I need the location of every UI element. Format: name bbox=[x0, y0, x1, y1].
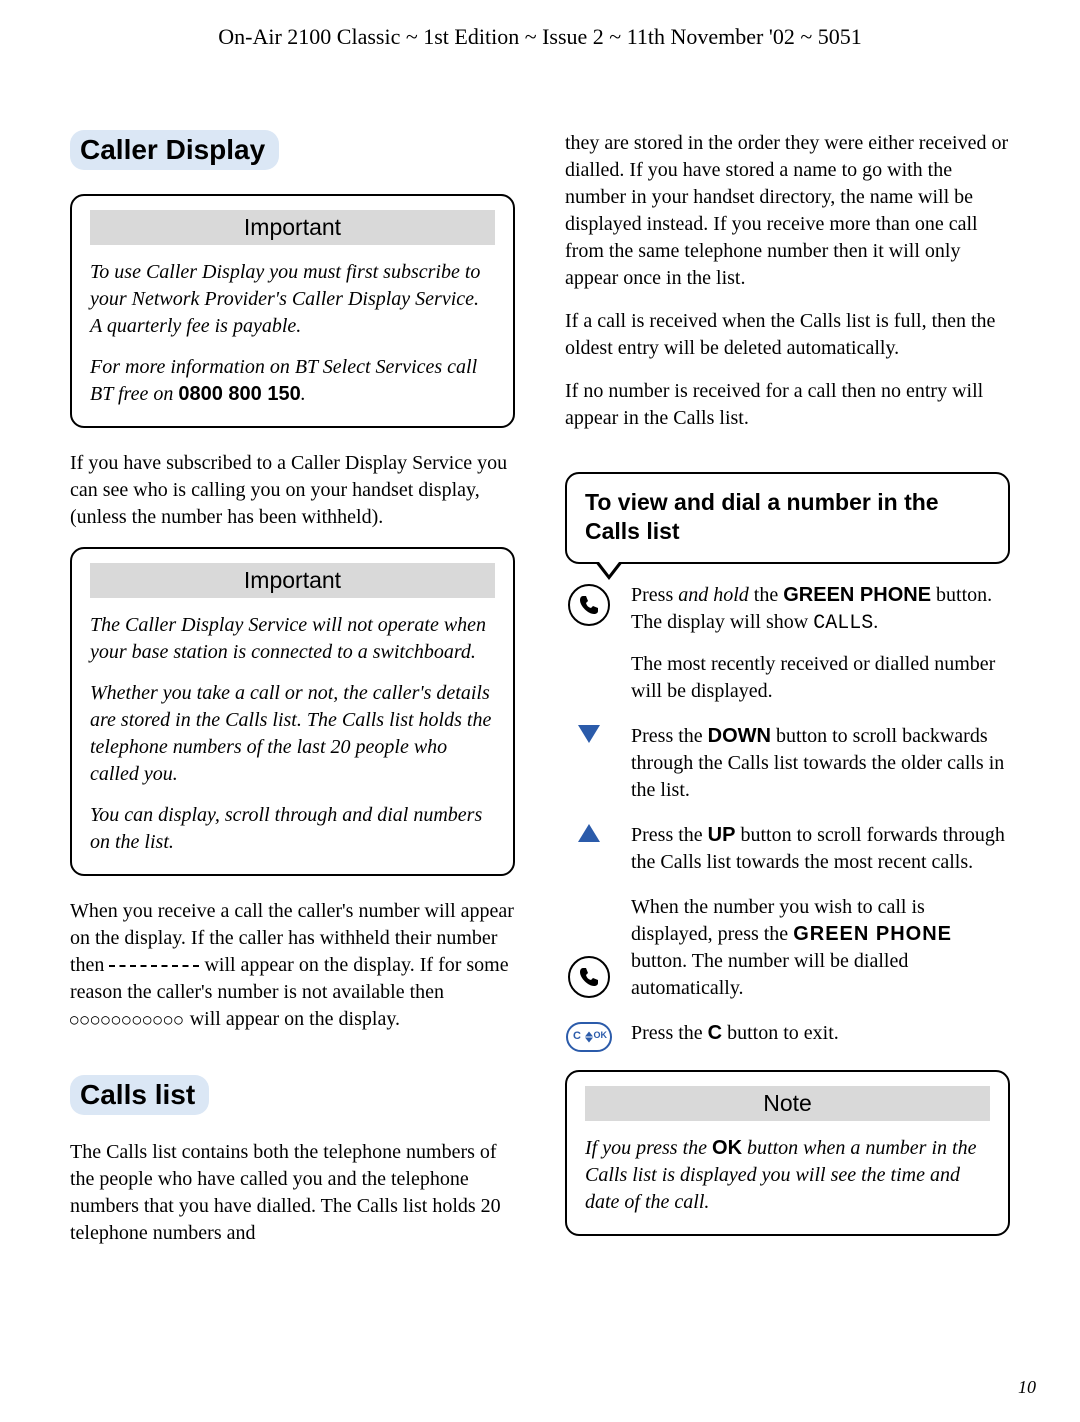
left-para2-b: will appear on the display. If for some … bbox=[70, 954, 509, 1003]
step-up-text: Press the UP button to scroll forwards t… bbox=[631, 822, 1010, 876]
heading-caller-display: Caller Display bbox=[70, 130, 279, 170]
important2-p3: You can display, scroll through and dial… bbox=[90, 802, 495, 856]
important2-p1: The Caller Display Service will not oper… bbox=[90, 612, 495, 666]
page-number: 10 bbox=[1018, 1377, 1036, 1398]
right-para3: If no number is received for a call then… bbox=[565, 378, 1010, 432]
note-para: If you press the OK button when a number… bbox=[585, 1135, 990, 1216]
right-column: they are stored in the order they were e… bbox=[565, 130, 1010, 1263]
s1d: GREEN PHONE bbox=[783, 584, 931, 606]
instruction-title: To view and dial a number in the Calls l… bbox=[585, 488, 990, 546]
up-arrow-icon bbox=[565, 822, 613, 842]
s1g: . bbox=[873, 611, 878, 633]
unavailable-circles-icon: ○○○○○○○○○○○ bbox=[70, 1012, 185, 1028]
note-title: Note bbox=[585, 1086, 990, 1121]
step-exit: Press the C button to exit. bbox=[565, 1020, 1010, 1052]
left-para3: The Calls list contains both the telepho… bbox=[70, 1139, 515, 1247]
note-box: Note If you press the OK button when a n… bbox=[565, 1070, 1010, 1236]
green-phone-icon-2 bbox=[565, 954, 613, 1002]
important1-p2-bold: 0800 800 150 bbox=[178, 383, 300, 405]
page-content: Caller Display Important To use Caller D… bbox=[0, 50, 1080, 1263]
important1-p1: To use Caller Display you must first sub… bbox=[90, 259, 495, 340]
s1b: and hold bbox=[678, 584, 749, 606]
left-para2: When you receive a call the caller's num… bbox=[70, 898, 515, 1033]
s6a: Press the bbox=[631, 1022, 708, 1044]
s2: The most recently received or dialled nu… bbox=[631, 653, 995, 702]
important2-p2: Whether you take a call or not, the call… bbox=[90, 680, 495, 788]
page-header: On-Air 2100 Classic ~ 1st Edition ~ Issu… bbox=[0, 0, 1080, 50]
s1a: Press bbox=[631, 584, 678, 606]
s5c: button. The number will be dialled autom… bbox=[631, 950, 908, 999]
note-a: If you press the bbox=[585, 1137, 712, 1159]
step-dial-text: When the number you wish to call is disp… bbox=[631, 894, 1010, 1002]
step-down: Press the DOWN button to scroll backward… bbox=[565, 723, 1010, 804]
s1c: the bbox=[749, 584, 783, 606]
green-phone-icon bbox=[565, 582, 613, 626]
right-para1: they are stored in the order they were e… bbox=[565, 130, 1010, 292]
step-dial: When the number you wish to call is disp… bbox=[565, 894, 1010, 1002]
note-bold: OK bbox=[712, 1137, 742, 1159]
left-para1: If you have subscribed to a Caller Displ… bbox=[70, 450, 515, 531]
instruction-box: To view and dial a number in the Calls l… bbox=[565, 472, 1010, 564]
down-arrow-icon bbox=[565, 723, 613, 743]
left-para2-c: will appear on the display. bbox=[185, 1008, 400, 1030]
pointer-icon bbox=[595, 562, 623, 580]
s5b: GREEN PHONE bbox=[793, 923, 952, 945]
steps-list: Press and hold the GREEN PHONE button. T… bbox=[565, 582, 1010, 1052]
important-title-1: Important bbox=[90, 210, 495, 245]
step-up: Press the UP button to scroll forwards t… bbox=[565, 822, 1010, 876]
right-para2: If a call is received when the Calls lis… bbox=[565, 308, 1010, 362]
withheld-dashes-icon bbox=[109, 965, 199, 967]
important-box-2: Important The Caller Display Service wil… bbox=[70, 547, 515, 876]
s1f: CALLS bbox=[813, 612, 873, 635]
s4a: Press the bbox=[631, 824, 708, 846]
s3a: Press the bbox=[631, 725, 708, 747]
s6b: C bbox=[708, 1022, 722, 1044]
s6c: button to exit. bbox=[722, 1022, 839, 1044]
step-exit-text: Press the C button to exit. bbox=[631, 1020, 1010, 1047]
keypad-icon bbox=[565, 1020, 613, 1052]
s4b: UP bbox=[708, 824, 736, 846]
important-box-1: Important To use Caller Display you must… bbox=[70, 194, 515, 428]
important1-p2: For more information on BT Select Servic… bbox=[90, 354, 495, 408]
important-title-2: Important bbox=[90, 563, 495, 598]
step-down-text: Press the DOWN button to scroll backward… bbox=[631, 723, 1010, 804]
important1-p2-post: . bbox=[301, 383, 306, 405]
left-column: Caller Display Important To use Caller D… bbox=[70, 130, 515, 1263]
s3b: DOWN bbox=[708, 725, 771, 747]
step-1-text: Press and hold the GREEN PHONE button. T… bbox=[631, 582, 1010, 705]
step-1: Press and hold the GREEN PHONE button. T… bbox=[565, 582, 1010, 705]
heading-calls-list: Calls list bbox=[70, 1075, 209, 1115]
